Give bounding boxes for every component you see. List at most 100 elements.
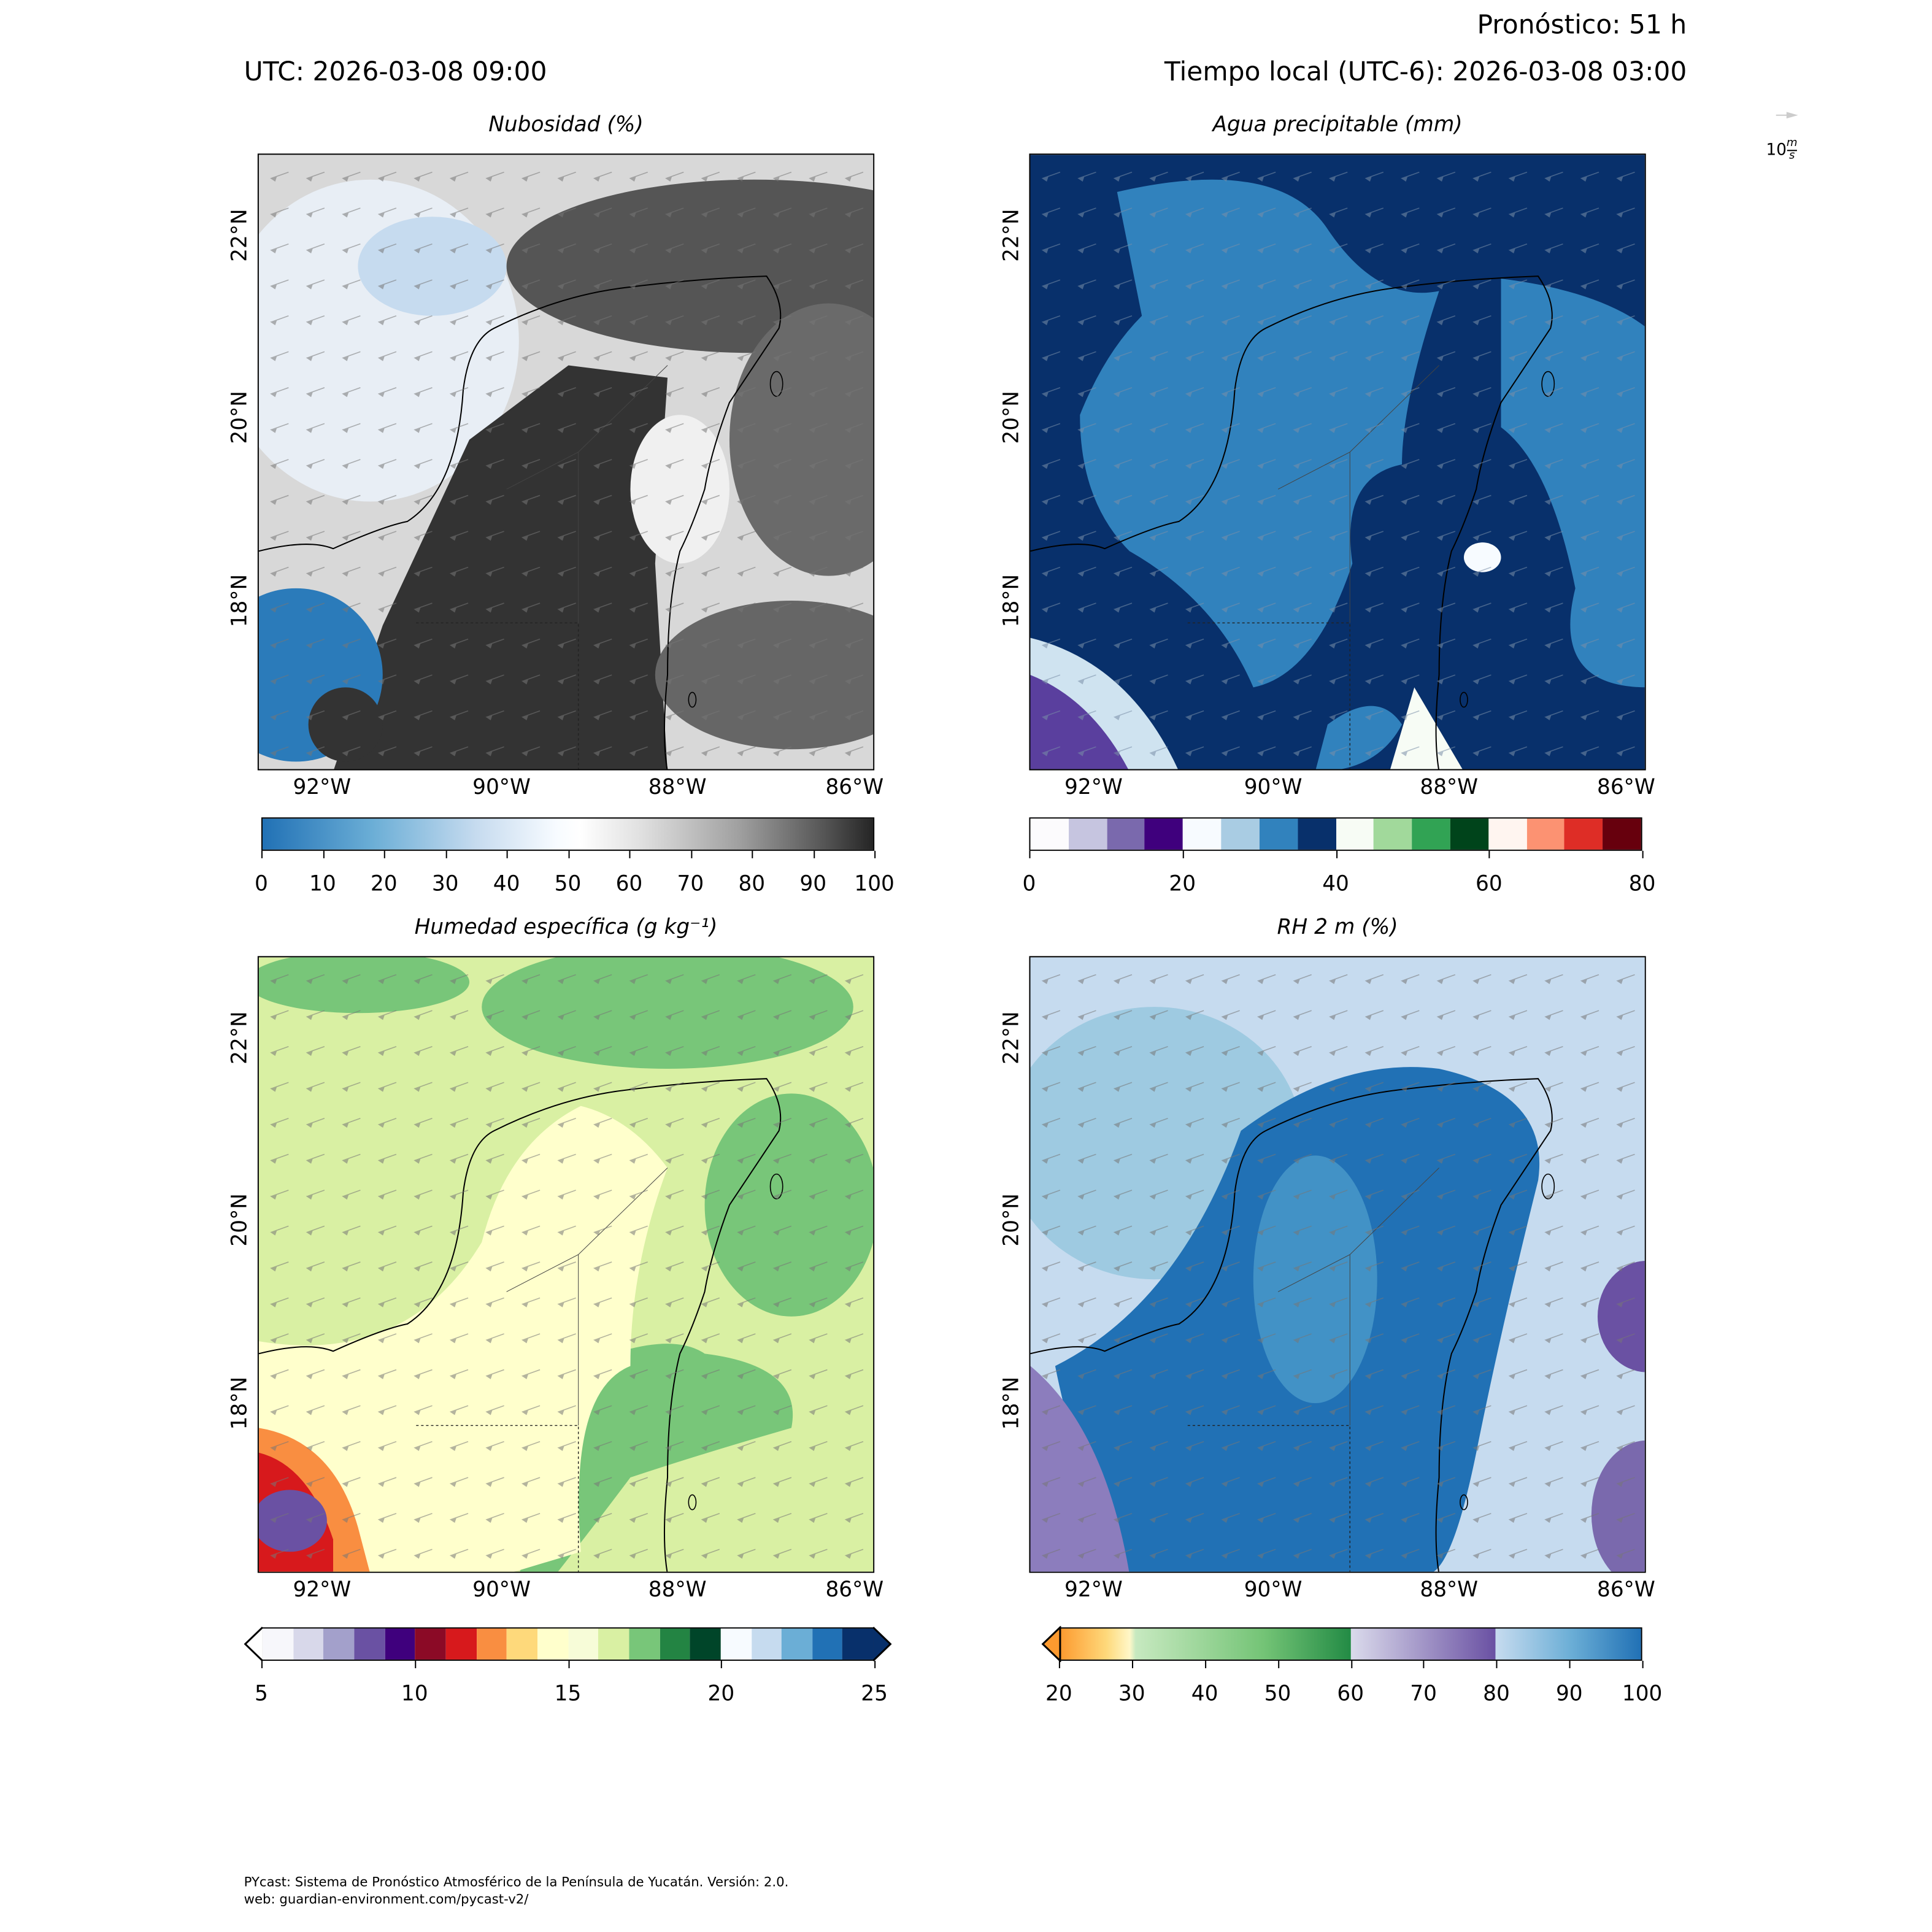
colorbar-segment [690, 1628, 721, 1660]
map-panel-4 [1029, 956, 1646, 1573]
lon-label: 92°W [1064, 775, 1123, 801]
lon-label: 90°W [1244, 1577, 1303, 1603]
colorbar-label: 30 [1118, 1682, 1145, 1707]
colorbar-tick [629, 850, 631, 858]
colorbar-segment [1526, 818, 1565, 850]
colorbar-label: 100 [1622, 1682, 1663, 1707]
colorbar-segment [659, 1628, 690, 1660]
colorbar-tick [752, 850, 753, 858]
colorbar-segment [720, 1628, 752, 1660]
colorbar-segment [1564, 818, 1603, 850]
local-time: Tiempo local (UTC-6): 2026-03-08 03:00 [1164, 56, 1687, 87]
colorbar-tick [1336, 850, 1337, 858]
colorbar-label: 80 [1483, 1682, 1510, 1707]
colorbar-tick [383, 850, 385, 858]
panel-title-2: Agua precipitable (mm) [1212, 112, 1463, 138]
colorbar-tick [813, 850, 815, 858]
colorbar-segment [507, 1628, 537, 1660]
colorbar-min-arrow-icon [244, 1626, 263, 1662]
lon-label: 92°W [1064, 1577, 1123, 1603]
colorbar-label: 30 [431, 872, 459, 897]
colorbar-label: 60 [615, 872, 643, 897]
lon-label: 88°W [1420, 775, 1479, 801]
map-field-3 [258, 957, 874, 1572]
colorbar-label: 70 [1410, 1682, 1437, 1707]
lat-label: 22°N [228, 209, 253, 262]
colorbar-tick [1569, 1660, 1571, 1669]
colorbar-segment [293, 1628, 324, 1660]
lat-label: 18°N [228, 574, 253, 628]
colorbar-segment [629, 1628, 660, 1660]
colorbar-label: 20 [707, 1682, 735, 1707]
map-panel-1 [257, 153, 875, 771]
colorbar-label: 70 [677, 872, 704, 897]
colorbar-segment [842, 1628, 874, 1660]
colorbar-tick [1496, 1660, 1498, 1669]
lat-label: 22°N [999, 1011, 1025, 1064]
lon-label: 90°W [472, 775, 531, 801]
colorbar-tick [1423, 1660, 1425, 1669]
lon-label: 86°W [1597, 775, 1655, 801]
lon-label: 90°W [1244, 775, 1303, 801]
colorbar-label: 60 [1476, 872, 1503, 897]
colorbar-tick [568, 1660, 569, 1669]
colorbar-1 [261, 817, 875, 851]
colorbar-label: 100 [854, 872, 895, 897]
footer-line-2: web: guardian-environment.com/pycast-v2/ [244, 1892, 529, 1907]
colorbar-segment [1488, 818, 1527, 850]
colorbar-label: 90 [799, 872, 827, 897]
colorbar-segment [385, 1628, 415, 1660]
colorbar-tick [1058, 1660, 1060, 1669]
wind-key-unit-num: m [1786, 138, 1798, 152]
map-panel-3 [257, 956, 875, 1573]
colorbar-tick [1131, 1660, 1133, 1669]
colorbar-segment [1336, 818, 1374, 850]
colorbar-label: 80 [738, 872, 766, 897]
colorbar-segment [354, 1628, 385, 1660]
colorbar-tick [874, 1660, 876, 1669]
lon-label: 86°W [825, 1577, 884, 1603]
lon-label: 88°W [648, 775, 707, 801]
colorbar-label: 10 [401, 1682, 428, 1707]
colorbar-label: 20 [1169, 872, 1196, 897]
wind-key-unit-den: s [1789, 150, 1795, 163]
colorbar-segment [1221, 818, 1260, 850]
colorbar-segment [262, 1628, 293, 1660]
colorbar-label: 40 [1191, 1682, 1218, 1707]
colorbar-tick [322, 850, 324, 858]
colorbar-label: 50 [554, 872, 582, 897]
colorbar-label: 25 [861, 1682, 888, 1707]
colorbar-3 [261, 1627, 875, 1661]
forecast-hour: Pronóstico: 51 h [1477, 10, 1687, 40]
colorbar-tick [445, 850, 447, 858]
lat-label: 20°N [228, 391, 253, 444]
footer-line-1: PYcast: Sistema de Pronóstico Atmosféric… [244, 1875, 789, 1890]
wind-key-arrow-icon [1776, 112, 1798, 119]
lon-label: 88°W [1420, 1577, 1479, 1603]
lon-label: 92°W [293, 775, 352, 801]
colorbar-tick [1182, 850, 1184, 858]
colorbar-tick [414, 1660, 416, 1669]
colorbar-tick [1488, 850, 1490, 858]
colorbar-segment [751, 1628, 782, 1660]
colorbar-segment [1259, 818, 1298, 850]
panel-title-3: Humedad específica (g kg⁻¹) [414, 915, 718, 941]
lat-label: 18°N [999, 1376, 1025, 1430]
colorbar-min-arrow-icon [1041, 1626, 1061, 1662]
colorbar-max-arrow-icon [872, 1626, 892, 1662]
colorbar-segment [415, 1628, 446, 1660]
colorbar-2 [1029, 817, 1642, 851]
colorbar-segment [782, 1628, 812, 1660]
colorbar-4 [1058, 1627, 1642, 1661]
colorbar-tick [1350, 1660, 1352, 1669]
panel-title-4: RH 2 m (%) [1277, 915, 1398, 941]
colorbar-label: 0 [1022, 872, 1036, 897]
colorbar-segment [445, 1628, 477, 1660]
colorbar-label: 5 [254, 1682, 268, 1707]
lat-label: 18°N [999, 574, 1025, 628]
colorbar-label: 90 [1555, 1682, 1583, 1707]
map-panel-2 [1029, 153, 1646, 771]
colorbar-label: 50 [1264, 1682, 1291, 1707]
colorbar-segment [1106, 818, 1145, 850]
colorbar-label: 40 [1322, 872, 1349, 897]
